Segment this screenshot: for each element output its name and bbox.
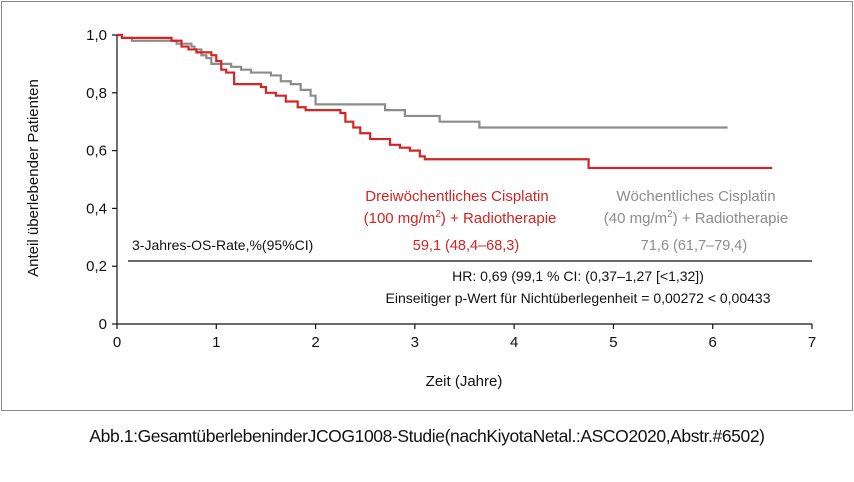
y-axis-label: Anteil überlebender Patienten bbox=[25, 79, 42, 277]
os-rate-red: 59,1 (48,4–68,3) bbox=[413, 238, 519, 254]
survival-curve-gray bbox=[117, 33, 728, 129]
y-axis-ticks: 0 0,2 0,4 0,6 0,8 1,0 bbox=[86, 27, 117, 333]
figure-caption: Abb.1:GesamtüberlebeninderJCOG1008-Studi… bbox=[89, 426, 765, 446]
os-rate-gray: 71,6 (61,7–79,4) bbox=[641, 238, 747, 254]
x-tick-label: 5 bbox=[609, 334, 617, 351]
legend-gray-line2: (40 mg/m2) + Radiotherapie bbox=[604, 209, 788, 227]
p-value-text: Einseitiger p-Wert für Nichtüberlegenhei… bbox=[386, 290, 771, 306]
survival-chart: 0 1 2 3 4 5 6 7 0 0,2 0,4 0,6 0,8 1,0 Anteil überleb… bbox=[25, 27, 816, 390]
x-tick-label: 4 bbox=[510, 334, 518, 351]
os-rate-row-label: 3-Jahres-OS-Rate,%(95%CI) bbox=[132, 237, 313, 253]
hazard-ratio-text: HR: 0,69 (99,1 % CI: (0,37–1,27 [<1,32]) bbox=[452, 268, 704, 284]
y-tick-label: 0 bbox=[99, 316, 107, 333]
axes bbox=[116, 35, 812, 325]
y-tick-label: 1,0 bbox=[86, 27, 107, 44]
y-tick-label: 0,6 bbox=[86, 143, 107, 160]
x-tick-label: 1 bbox=[212, 334, 220, 351]
legend-red-line1: Dreiwöchentliches Cisplatin bbox=[365, 188, 548, 205]
x-tick-label: 7 bbox=[808, 334, 816, 351]
y-tick-label: 0,4 bbox=[86, 200, 107, 217]
legend-gray-line1: Wöchentliches Cisplatin bbox=[616, 188, 775, 205]
x-tick-label: 0 bbox=[113, 334, 121, 351]
survival-curve-red bbox=[117, 33, 773, 170]
x-tick-label: 6 bbox=[709, 334, 717, 351]
x-axis-label: Zeit (Jahre) bbox=[426, 373, 503, 390]
x-tick-label: 3 bbox=[411, 334, 419, 351]
y-tick-label: 0,2 bbox=[86, 258, 107, 275]
survival-curves bbox=[117, 33, 773, 170]
y-tick-label: 0,8 bbox=[86, 85, 107, 102]
x-tick-label: 2 bbox=[311, 334, 319, 351]
x-axis-ticks: 0 1 2 3 4 5 6 7 bbox=[113, 324, 816, 351]
legend-red-line2: (100 mg/m2) + Radiotherapie bbox=[364, 209, 557, 227]
chart-frame bbox=[1, 1, 853, 411]
